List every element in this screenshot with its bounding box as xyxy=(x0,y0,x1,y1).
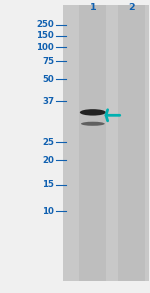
FancyBboxPatch shape xyxy=(80,5,106,281)
Text: 1: 1 xyxy=(90,4,96,13)
Text: 15: 15 xyxy=(42,180,54,190)
Ellipse shape xyxy=(81,122,105,126)
Text: 75: 75 xyxy=(42,57,54,66)
Text: 50: 50 xyxy=(42,75,54,84)
Text: 20: 20 xyxy=(42,156,54,165)
Text: 100: 100 xyxy=(36,43,54,52)
Text: 2: 2 xyxy=(128,4,135,13)
Text: 250: 250 xyxy=(36,20,54,29)
Ellipse shape xyxy=(80,109,106,116)
Text: 10: 10 xyxy=(42,207,54,216)
Text: 25: 25 xyxy=(42,138,54,146)
Text: 37: 37 xyxy=(42,97,54,106)
FancyBboxPatch shape xyxy=(118,5,145,281)
Text: 150: 150 xyxy=(36,31,54,40)
FancyBboxPatch shape xyxy=(63,5,149,281)
